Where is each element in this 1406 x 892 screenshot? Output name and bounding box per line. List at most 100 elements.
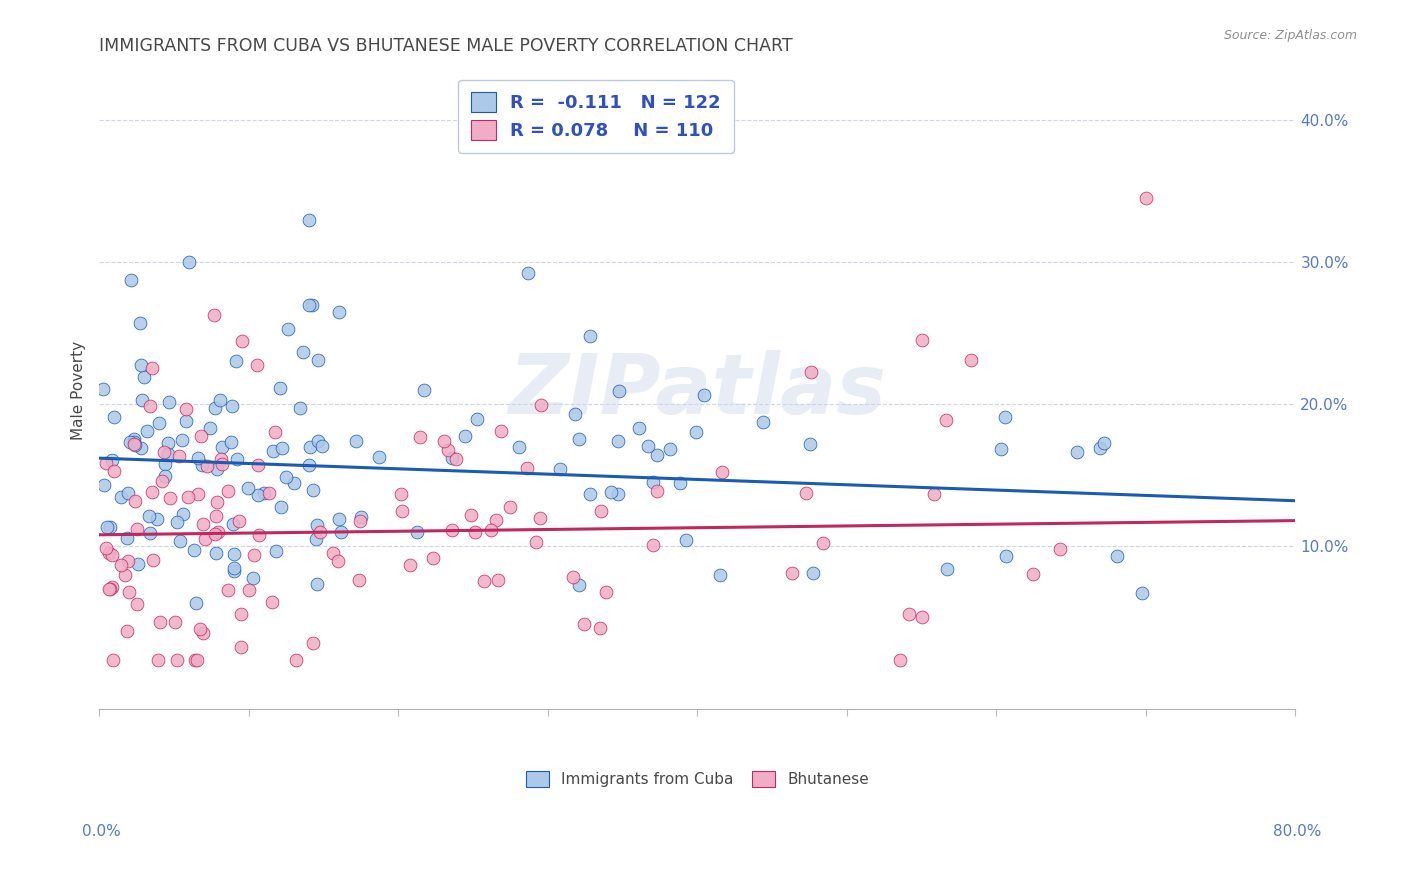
Point: [205, 495, 228, 509]
Point: [911, 334, 934, 348]
Point: [163, 615, 186, 629]
Point: [159, 491, 181, 505]
Point: [607, 486, 630, 500]
Point: [222, 516, 245, 531]
Point: [579, 328, 602, 343]
Point: [922, 487, 945, 501]
Point: [134, 370, 156, 384]
Point: [98, 519, 121, 533]
Point: [406, 525, 429, 540]
Point: [169, 533, 191, 548]
Point: [141, 485, 163, 500]
Point: [284, 653, 307, 667]
Point: [637, 439, 659, 453]
Point: [464, 524, 486, 539]
Point: [169, 449, 191, 463]
Point: [194, 532, 217, 546]
Point: [328, 305, 350, 319]
Point: [437, 443, 460, 458]
Point: [146, 512, 169, 526]
Point: [524, 534, 547, 549]
Point: [288, 401, 311, 416]
Point: [97, 546, 120, 560]
Point: [301, 483, 323, 498]
Point: [98, 582, 121, 596]
Point: [136, 425, 159, 439]
Point: [152, 444, 174, 458]
Point: [124, 494, 146, 508]
Point: [209, 451, 232, 466]
Point: [579, 487, 602, 501]
Point: [231, 334, 253, 348]
Point: [548, 462, 571, 476]
Point: [179, 255, 201, 269]
Point: [645, 483, 668, 498]
Point: [98, 582, 121, 597]
Point: [326, 554, 349, 568]
Point: [188, 622, 211, 636]
Point: [269, 381, 291, 395]
Point: [911, 609, 934, 624]
Text: 0.0%: 0.0%: [82, 824, 121, 838]
Point: [148, 416, 170, 430]
Point: [148, 615, 170, 629]
Point: [271, 441, 294, 455]
Point: [530, 398, 553, 412]
Point: [120, 273, 142, 287]
Point: [166, 653, 188, 667]
Point: [129, 316, 152, 330]
Point: [645, 448, 668, 462]
Point: [129, 358, 152, 372]
Point: [889, 653, 911, 667]
Point: [322, 546, 344, 560]
Point: [309, 525, 332, 540]
Point: [897, 607, 920, 622]
Point: [311, 439, 333, 453]
Point: [209, 393, 232, 408]
Point: [96, 456, 118, 470]
Point: [460, 508, 482, 523]
Point: [600, 484, 623, 499]
Point: [298, 298, 321, 312]
Point: [191, 625, 214, 640]
Point: [222, 548, 245, 562]
Point: [350, 510, 373, 524]
Point: [125, 522, 148, 536]
Point: [124, 432, 146, 446]
Point: [607, 434, 630, 448]
Point: [238, 583, 260, 598]
Point: [190, 458, 212, 473]
Point: [242, 571, 264, 585]
Point: [225, 452, 247, 467]
Point: [124, 438, 146, 452]
Point: [157, 395, 180, 409]
Point: [204, 527, 226, 541]
Point: [499, 500, 522, 515]
Point: [799, 436, 821, 450]
Point: [349, 573, 371, 587]
Point: [568, 432, 591, 446]
Point: [115, 532, 138, 546]
Point: [246, 458, 269, 472]
Point: [118, 435, 141, 450]
Point: [588, 621, 610, 635]
Point: [115, 624, 138, 638]
Point: [262, 444, 284, 458]
Point: [150, 475, 173, 489]
Point: [301, 298, 323, 312]
Point: [485, 513, 508, 527]
Point: [217, 583, 239, 598]
Point: [100, 580, 122, 594]
Point: [190, 429, 212, 443]
Point: [172, 507, 194, 521]
Text: 80.0%: 80.0%: [1274, 824, 1322, 838]
Point: [170, 433, 193, 447]
Point: [453, 429, 475, 443]
Point: [274, 470, 297, 484]
Point: [368, 450, 391, 464]
Point: [479, 523, 502, 537]
Point: [474, 574, 496, 588]
Point: [117, 553, 139, 567]
Point: [138, 525, 160, 540]
Point: [204, 401, 226, 415]
